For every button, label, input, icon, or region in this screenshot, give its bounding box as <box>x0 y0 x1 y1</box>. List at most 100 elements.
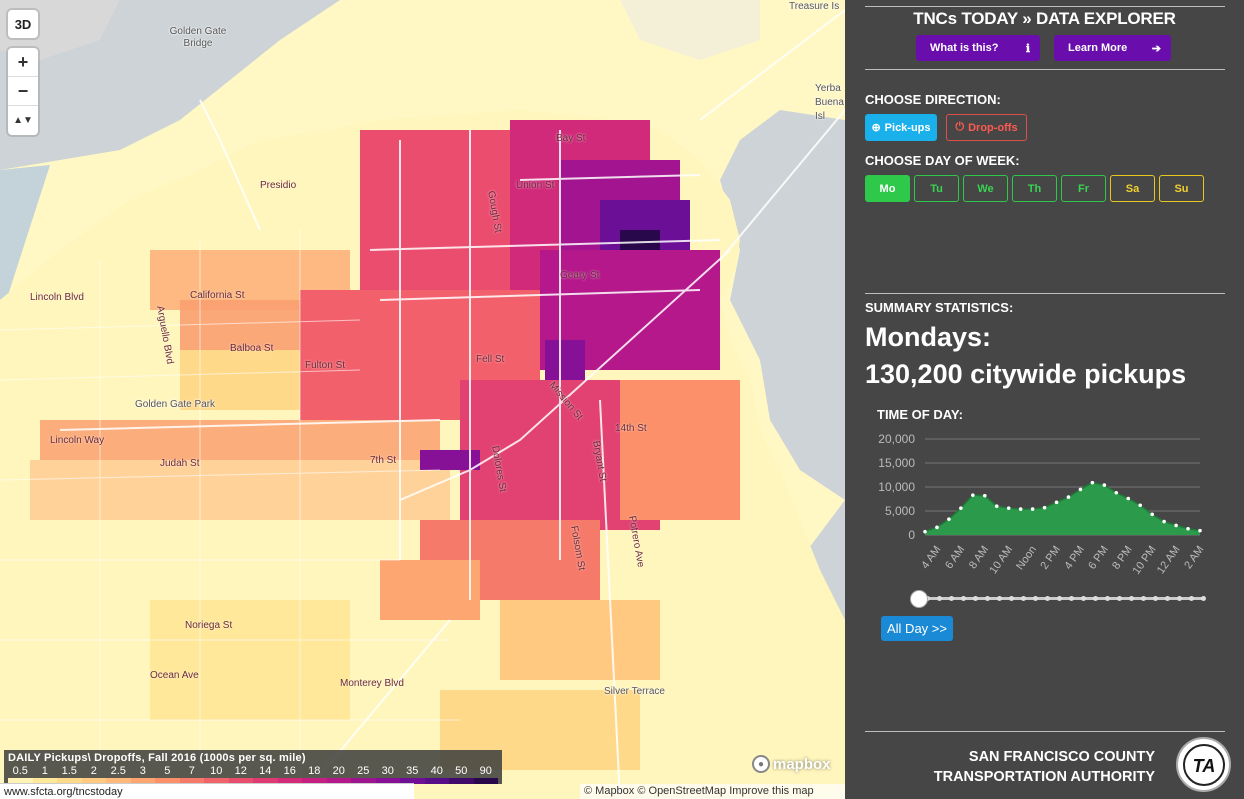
street-label: Monterey Blvd <box>340 678 404 689</box>
slider-stop[interactable] <box>949 596 954 601</box>
legend-swatch <box>326 778 351 784</box>
day-button-fr[interactable]: Fr <box>1061 175 1106 202</box>
all-day-button[interactable]: All Day >> <box>881 616 953 641</box>
legend-swatch <box>351 778 376 784</box>
divider <box>865 69 1225 70</box>
map-attribution[interactable]: © Mapbox © OpenStreetMap Improve this ma… <box>580 784 845 799</box>
zoom-out-button[interactable]: − <box>8 77 38 106</box>
legend-tick: 7 <box>188 765 195 777</box>
time-slider-track[interactable] <box>923 597 1203 600</box>
chart-point <box>1150 512 1154 517</box>
what-is-this-label: What is this? <box>930 42 999 54</box>
dropoffs-label: Drop-offs <box>968 121 1018 134</box>
summary-day: Mondays: <box>865 322 992 352</box>
map-label: Treasure Is <box>789 1 840 12</box>
legend-tick: 14 <box>259 765 272 777</box>
chart-point <box>1090 480 1095 485</box>
mapbox-logo[interactable]: ● mapbox <box>752 755 831 773</box>
slider-stop[interactable] <box>1165 596 1170 601</box>
day-button-th[interactable]: Th <box>1012 175 1057 202</box>
dropoffs-button[interactable]: ⏻ Drop-offs <box>946 114 1027 141</box>
chart-point <box>994 504 999 508</box>
slider-stop[interactable] <box>973 596 978 601</box>
legend-swatch <box>400 778 425 784</box>
day-button-mo[interactable]: Mo <box>865 175 910 202</box>
compass-icon: ▲▼ <box>13 114 33 126</box>
slider-stop[interactable] <box>1153 596 1158 601</box>
slider-stop[interactable] <box>985 596 990 601</box>
slider-stop[interactable] <box>1105 596 1110 601</box>
slider-stop[interactable] <box>1093 596 1098 601</box>
time-of-day-label: TIME OF DAY: <box>877 407 963 422</box>
chart-y-tick: 15,000 <box>878 456 915 470</box>
day-button-we[interactable]: We <box>963 175 1008 202</box>
street-label: California St <box>190 290 245 301</box>
legend-swatch <box>130 778 155 784</box>
slider-stop[interactable] <box>1117 596 1122 601</box>
chart-x-tick: 4 PM <box>1062 544 1087 572</box>
slider-stop[interactable] <box>1141 596 1146 601</box>
chart-y-tick: 5,000 <box>885 504 915 518</box>
chart-y-tick: 20,000 <box>878 432 915 446</box>
slider-stop[interactable] <box>937 596 942 601</box>
street-label: Judah St <box>160 458 200 469</box>
slider-stop[interactable] <box>1045 596 1050 601</box>
slider-stop[interactable] <box>961 596 966 601</box>
legend-swatch <box>228 778 253 784</box>
slider-stop[interactable] <box>1081 596 1086 601</box>
street-label: Lincoln Blvd <box>30 292 84 303</box>
legend-tick: 2.5 <box>110 765 126 777</box>
chart-point <box>1066 495 1071 499</box>
chart-x-tick: 2 AM <box>1182 544 1205 571</box>
slider-stop[interactable] <box>1057 596 1062 601</box>
chart-x-tick: 6 PM <box>1086 544 1111 572</box>
legend-swatch <box>253 778 278 784</box>
compass-button[interactable]: ▲▼ <box>8 106 38 135</box>
street-label: Union St <box>516 180 555 191</box>
zoom-in-button[interactable]: + <box>8 48 38 77</box>
3d-toggle-button[interactable]: 3D <box>8 10 38 38</box>
slider-stop[interactable] <box>1177 596 1182 601</box>
legend-swatch <box>179 778 204 784</box>
agency-footer: SAN FRANCISCO COUNTY TRANSPORTATION AUTH… <box>865 731 1231 792</box>
legend-tick: 16 <box>283 765 296 777</box>
slider-stop[interactable] <box>1069 596 1074 601</box>
map-canvas[interactable]: 3D + − ▲▼ Golden Gate Bridge Treasure Is… <box>0 0 845 799</box>
url-label[interactable]: www.sfcta.org/tncstoday <box>0 783 414 799</box>
slider-stop[interactable] <box>1189 596 1194 601</box>
divider <box>865 293 1225 294</box>
slider-stop[interactable] <box>997 596 1002 601</box>
legend-tick: 90 <box>479 765 492 777</box>
legend-tick: 2 <box>90 765 97 777</box>
map-label: Golden Gate Bridge <box>169 26 227 49</box>
learn-more-button[interactable]: Learn More ➔ <box>1054 35 1171 61</box>
legend-swatch <box>449 778 474 784</box>
chart-point <box>1102 483 1107 487</box>
street-label: Geary St <box>560 270 600 281</box>
slider-stop[interactable] <box>1021 596 1026 601</box>
legend-color-bar <box>8 778 498 784</box>
day-button-tu[interactable]: Tu <box>914 175 959 202</box>
slider-stop[interactable] <box>1009 596 1014 601</box>
what-is-this-button[interactable]: What is this? ℹ <box>916 35 1040 61</box>
time-slider-handle[interactable] <box>910 590 928 608</box>
chart-line <box>924 481 1201 533</box>
map-label: Silver Terrace <box>604 686 665 697</box>
slider-stop[interactable] <box>1201 596 1206 601</box>
zoom-controls: + − ▲▼ <box>8 48 38 135</box>
day-button-sa[interactable]: Sa <box>1110 175 1155 202</box>
pickups-button[interactable]: ⊕ Pick-ups <box>865 114 937 141</box>
chart-point <box>935 525 939 530</box>
chart-point <box>1006 506 1011 510</box>
slider-stop[interactable] <box>1033 596 1038 601</box>
street-label: Balboa St <box>230 343 274 354</box>
legend-swatch <box>302 778 327 784</box>
slider-stop[interactable] <box>1129 596 1134 601</box>
day-button-su[interactable]: Su <box>1159 175 1204 202</box>
legend-tick: 5 <box>164 765 171 777</box>
app-title: TNCs TODAY » DATA EXPLORER <box>913 9 1176 28</box>
chart-point <box>1054 500 1059 505</box>
sfcta-logo[interactable]: TA <box>1176 737 1231 792</box>
chart-point <box>1186 526 1190 531</box>
chart-x-tick: 4 AM <box>919 544 943 571</box>
